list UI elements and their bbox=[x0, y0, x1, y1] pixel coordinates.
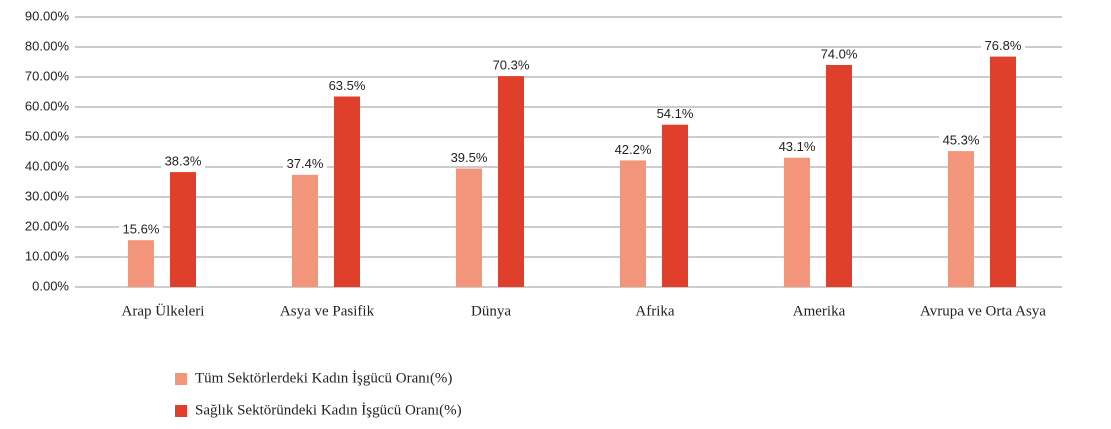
value-label-bg bbox=[817, 48, 861, 62]
bar bbox=[990, 56, 1016, 287]
legend-swatch bbox=[175, 405, 187, 417]
bar bbox=[662, 124, 688, 287]
x-tick-label: Dünya bbox=[471, 303, 511, 319]
y-tick-label: 60.00% bbox=[25, 98, 70, 113]
x-tick-label: Asya ve Pasifik bbox=[280, 303, 375, 319]
y-tick-label: 0.00% bbox=[32, 278, 69, 293]
value-label: 74.0% bbox=[821, 46, 858, 61]
value-label: 37.4% bbox=[287, 156, 324, 171]
bar bbox=[498, 76, 524, 287]
x-tick-label: Afrika bbox=[635, 303, 674, 319]
legend-swatch bbox=[175, 373, 187, 385]
bar bbox=[456, 168, 482, 287]
value-label-bg bbox=[939, 134, 983, 149]
bar bbox=[170, 172, 196, 287]
value-label-bg bbox=[119, 223, 163, 238]
bar bbox=[826, 65, 852, 287]
value-label: 39.5% bbox=[451, 150, 488, 165]
legend-label: Sağlık Sektöründeki Kadın İşgücü Oranı(%… bbox=[195, 402, 462, 418]
value-label-bg bbox=[775, 140, 819, 155]
value-label: 15.6% bbox=[123, 222, 160, 237]
y-tick-label: 30.00% bbox=[25, 188, 70, 203]
y-tick-label: 20.00% bbox=[25, 218, 70, 233]
x-tick-label: Avrupa ve Orta Asya bbox=[920, 303, 1046, 319]
bar bbox=[948, 151, 974, 287]
bar bbox=[292, 174, 318, 287]
value-label-bg bbox=[489, 59, 533, 74]
value-label: 45.3% bbox=[943, 133, 980, 148]
value-label-bg bbox=[981, 39, 1025, 54]
legend-label: Tüm Sektörlerdeki Kadın İşgücü Oranı(%) bbox=[195, 370, 452, 386]
bar bbox=[620, 160, 646, 287]
value-label: 42.2% bbox=[615, 142, 652, 157]
value-label: 76.8% bbox=[985, 38, 1022, 53]
value-label: 63.5% bbox=[329, 78, 366, 93]
value-label: 38.3% bbox=[165, 154, 202, 169]
value-label-bg bbox=[283, 157, 327, 172]
value-label-bg bbox=[653, 107, 697, 122]
bar bbox=[784, 157, 810, 287]
bar bbox=[334, 96, 360, 287]
x-tick-label: Amerika bbox=[793, 303, 846, 319]
value-label-bg bbox=[611, 143, 655, 158]
y-tick-label: 70.00% bbox=[25, 68, 70, 83]
x-tick-label: Arap Ülkeleri bbox=[122, 302, 205, 319]
value-label: 43.1% bbox=[779, 139, 816, 154]
y-tick-label: 40.00% bbox=[25, 158, 70, 173]
value-label-bg bbox=[447, 151, 491, 166]
value-label-bg bbox=[161, 155, 205, 170]
y-tick-label: 50.00% bbox=[25, 128, 70, 143]
y-tick-label: 80.00% bbox=[25, 38, 70, 53]
y-tick-label: 10.00% bbox=[25, 248, 70, 263]
y-tick-label: 90.00% bbox=[25, 8, 70, 23]
value-label: 54.1% bbox=[657, 106, 694, 121]
value-label-bg bbox=[325, 79, 369, 94]
bar bbox=[128, 240, 154, 287]
value-label: 70.3% bbox=[493, 58, 530, 73]
